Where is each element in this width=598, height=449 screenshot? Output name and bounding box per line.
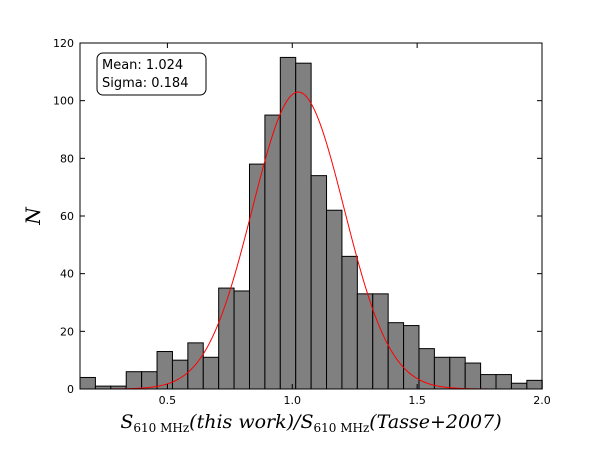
sigma-text: Sigma: 0.184 [102,76,188,91]
histogram-bar [526,379,543,390]
y-axis-ticks: 0 20 40 60 80 100 120 [53,37,542,396]
x-tick-label: 0.5 [159,394,177,407]
y-tick-label: 80 [60,152,74,165]
histogram-bar [279,56,297,390]
histogram-bar [248,163,266,390]
histogram-bar [125,371,143,390]
histogram-bar [79,376,96,390]
histogram-bar [310,175,328,390]
histogram-bar [449,356,466,390]
histogram-bar [403,325,420,390]
x-axis-ticks: 0.5 1.0 1.5 2.0 [159,43,551,407]
y-tick-label: 0 [67,383,74,396]
stats-annotation-box: Mean: 1.024 Sigma: 0.184 [96,52,207,96]
x-tick-label: 2.0 [533,394,551,407]
histogram-bar [341,255,358,390]
y-axis-label: N [21,206,45,226]
histogram-bar [433,356,451,390]
histogram-bar [510,382,528,390]
histogram-bar [295,62,312,390]
x-tick-label: 1.0 [284,394,302,407]
histogram-bar [495,374,512,390]
histogram-bar [202,356,220,390]
histogram-bar [464,362,482,390]
histogram-bar [480,374,497,390]
x-tick-label: 1.5 [408,394,426,407]
histogram-bar [387,322,405,390]
histogram-bar [233,290,250,390]
y-tick-label: 120 [53,37,74,50]
mean-text: Mean: 1.024 [102,58,183,73]
y-tick-label: 20 [60,325,74,338]
histogram-bar [264,114,281,390]
y-tick-label: 60 [60,210,74,223]
histogram-bars [79,56,543,390]
y-tick-label: 40 [60,268,74,281]
histogram-bar [187,342,204,390]
histogram-bar [218,287,235,390]
histogram-bar [326,209,343,390]
x-axis-label: S610 MHz(this work)/S610 MHz(Tasse+2007) [120,411,501,435]
y-tick-label: 100 [53,95,74,108]
histogram-bar [356,293,374,390]
